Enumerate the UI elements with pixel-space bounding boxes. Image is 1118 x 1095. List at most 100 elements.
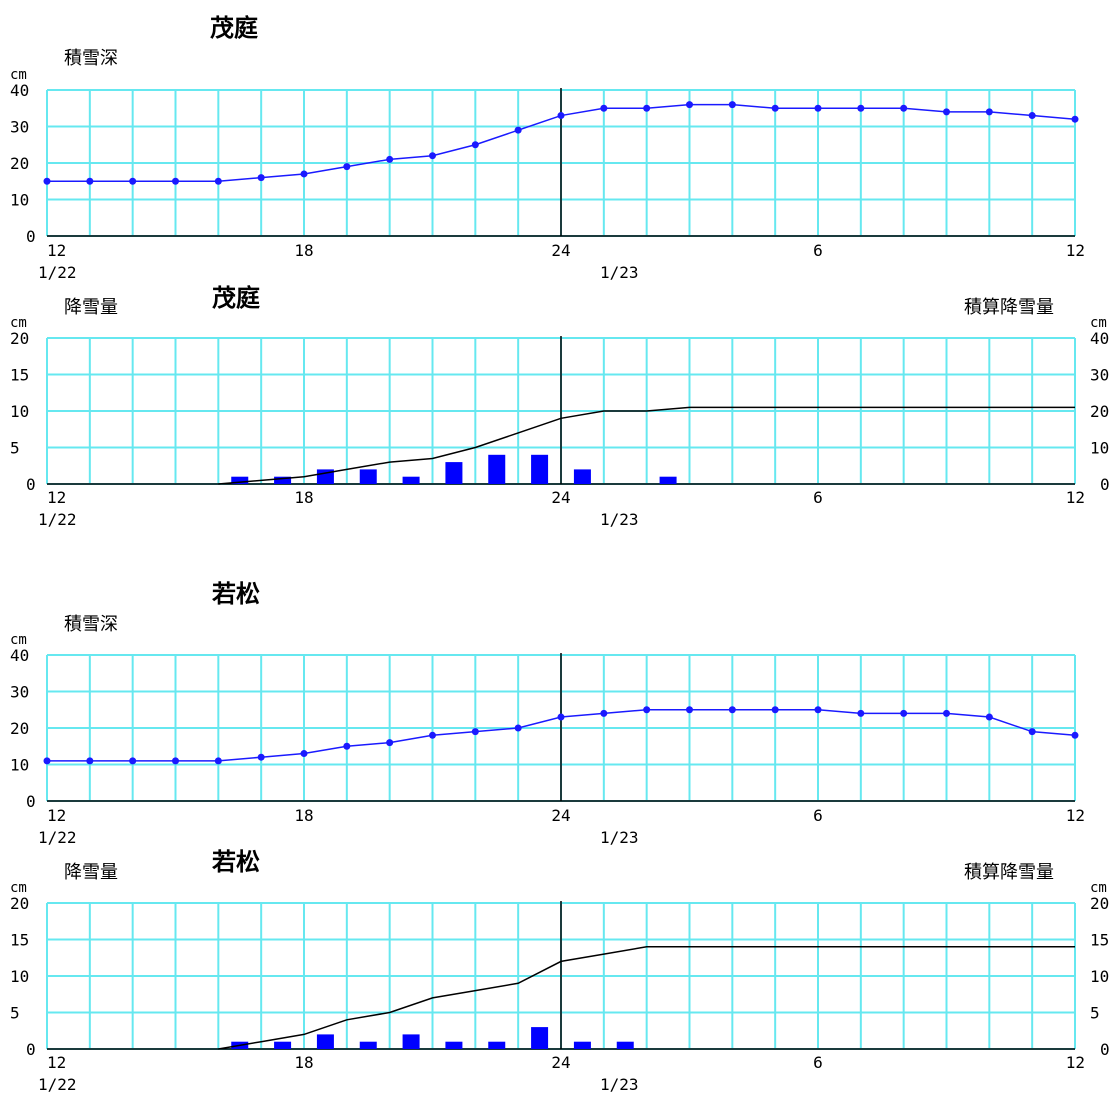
x-tick-label: 18 — [294, 241, 313, 260]
snow-depth-point — [86, 177, 94, 185]
snow-depth-point — [343, 163, 351, 171]
snow-depth-point — [814, 706, 822, 714]
x-tick-label: 12 — [47, 1053, 66, 1072]
date-label: 1/22 — [38, 1075, 77, 1094]
y-tick-label: 40 — [10, 81, 29, 100]
snow-depth-point — [857, 709, 865, 717]
snowfall-bar — [531, 1027, 549, 1049]
chart-label: 積雪深 — [64, 48, 118, 69]
snow-depth-point — [857, 104, 865, 112]
y2-tick-label: 20 — [1090, 894, 1109, 913]
y2-tick-label: 40 — [1090, 329, 1109, 348]
snow-depth-point — [900, 104, 908, 112]
date-label: 1/23 — [600, 263, 639, 282]
x-tick-label: 12 — [1066, 488, 1085, 507]
snow-depth-point — [900, 709, 908, 717]
snow-depth-point — [943, 709, 950, 717]
x-tick-label: 18 — [294, 806, 313, 825]
station-title: 茂庭 — [212, 284, 260, 312]
snowfall-bar — [573, 469, 591, 484]
y-tick-label: 10 — [10, 967, 29, 986]
y2-tick-label: 0 — [1100, 1040, 1110, 1059]
snow-depth-point — [257, 753, 265, 761]
snow-depth-point — [771, 706, 779, 714]
snow-depth-point — [214, 177, 222, 185]
x-tick-label: 6 — [813, 806, 823, 825]
snow-depth-point — [643, 706, 651, 714]
x-tick-label: 6 — [813, 241, 823, 260]
snow-depth-point — [386, 739, 394, 747]
date-label: 1/23 — [600, 1075, 639, 1094]
snow-depth-point — [43, 177, 51, 185]
snow-depth-point — [1028, 112, 1036, 120]
y-tick-label: 20 — [10, 894, 29, 913]
chart-label: 積雪深 — [64, 614, 118, 635]
right-axis-label: 積算降雪量 — [964, 862, 1054, 883]
cumulative-snowfall-line — [218, 946, 1075, 1050]
snowfall-bar — [445, 1041, 463, 1049]
date-label: 1/23 — [600, 828, 639, 847]
snow-depth-point — [386, 155, 394, 163]
y-tick-label: 10 — [10, 756, 29, 775]
y-tick-label: 10 — [10, 191, 29, 210]
y-axis-unit: cm — [10, 315, 27, 331]
right-axis-label: 積算降雪量 — [964, 297, 1054, 318]
chart-label: 降雪量 — [64, 862, 118, 883]
snow-depth-point — [471, 141, 479, 149]
snow-depth-point — [728, 706, 736, 714]
snowfall-bar — [445, 462, 463, 484]
snow-depth-point — [514, 126, 522, 134]
y2-tick-label: 20 — [1090, 402, 1109, 421]
x-tick-label: 12 — [47, 241, 66, 260]
x-tick-label: 24 — [551, 1053, 570, 1072]
snow-depth-point — [771, 104, 779, 112]
snowfall-bar — [616, 1041, 634, 1049]
snow-depth-point — [557, 112, 565, 120]
y2-tick-label: 0 — [1100, 475, 1110, 494]
snowfall-bar — [659, 476, 677, 484]
snowfall-bar — [488, 1041, 506, 1049]
snowfall-bar — [359, 1041, 377, 1049]
snow-depth-point — [814, 104, 822, 112]
snowfall-bar — [402, 1034, 420, 1049]
x-tick-label: 24 — [551, 806, 570, 825]
y2-tick-label: 5 — [1090, 1004, 1100, 1023]
y-tick-label: 20 — [10, 329, 29, 348]
snow-depth-point — [343, 742, 351, 750]
y2-tick-label: 10 — [1090, 967, 1109, 986]
date-label: 1/22 — [38, 263, 77, 282]
x-tick-label: 24 — [551, 488, 570, 507]
snow-depth-point — [1071, 731, 1079, 739]
snow-depth-point — [300, 170, 308, 178]
x-tick-label: 24 — [551, 241, 570, 260]
snow-depth-point — [1028, 728, 1036, 736]
snowfall-bar — [274, 1041, 292, 1049]
y-axis-unit: cm — [10, 67, 27, 83]
snowfall-bar — [231, 476, 249, 484]
y-tick-label: 20 — [10, 719, 29, 738]
y2-axis-unit: cm — [1090, 315, 1107, 331]
snow-depth-point — [172, 757, 179, 765]
y-tick-label: 15 — [10, 366, 29, 385]
snow-depth-point — [257, 174, 265, 182]
snow-depth-point — [43, 757, 51, 765]
y-tick-label: 5 — [10, 1004, 20, 1023]
snow-depth-point — [728, 101, 736, 109]
snowfall-bar — [402, 476, 420, 484]
snow-depth-point — [600, 709, 608, 717]
date-label: 1/22 — [38, 828, 77, 847]
snow-depth-point — [129, 177, 137, 185]
y-axis-unit: cm — [10, 880, 27, 896]
y-tick-label: 20 — [10, 154, 29, 173]
date-label: 1/23 — [600, 510, 639, 529]
x-tick-label: 12 — [47, 488, 66, 507]
x-tick-label: 18 — [294, 488, 313, 507]
snow-depth-point — [172, 177, 179, 185]
snow-depth-point — [686, 706, 693, 714]
snowfall-bar — [573, 1041, 591, 1049]
y-tick-label: 5 — [10, 439, 20, 458]
y2-axis-unit: cm — [1090, 880, 1107, 896]
y2-tick-label: 15 — [1090, 931, 1109, 950]
snow-depth-point — [429, 731, 436, 739]
